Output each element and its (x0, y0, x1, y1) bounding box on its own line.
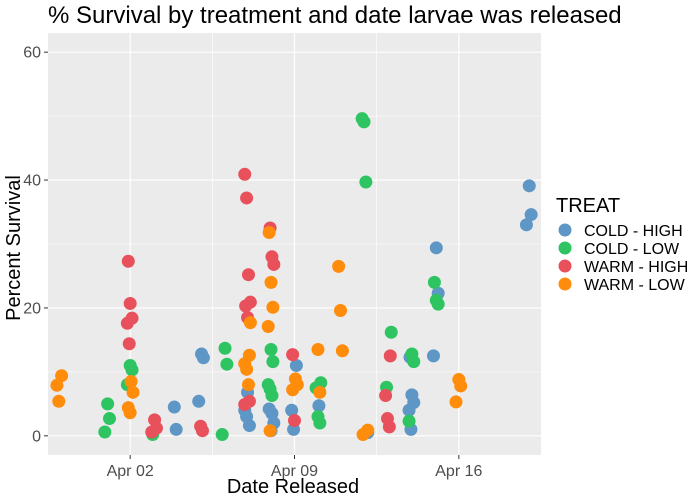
x-axis-ticks: Apr 02 Apr 09 Apr 16 (107, 455, 483, 480)
data-point (288, 413, 301, 427)
data-point (196, 351, 210, 365)
data-point (286, 383, 300, 397)
data-point (262, 402, 276, 416)
data-point (125, 363, 139, 377)
data-point (449, 395, 463, 409)
data-point (55, 369, 69, 383)
data-point (335, 344, 349, 358)
data-point (240, 410, 254, 424)
data-point (261, 319, 275, 333)
data-point (195, 424, 209, 438)
data-point (285, 403, 299, 417)
data-point (220, 357, 234, 371)
legend-key (558, 223, 572, 237)
legend-key (558, 241, 572, 255)
x-tick-label: Apr 16 (435, 463, 482, 480)
data-point (239, 299, 253, 313)
data-point (103, 412, 117, 426)
y-tick-label: 0 (32, 428, 41, 445)
data-point (241, 378, 255, 392)
data-point (120, 316, 134, 330)
legend-title: TREAT (556, 195, 620, 217)
data-point (313, 385, 327, 399)
data-point (238, 167, 252, 181)
data-point (264, 343, 278, 356)
legend-label: COLD - LOW (584, 241, 680, 258)
data-point (124, 374, 138, 388)
y-tick-label: 60 (23, 45, 41, 62)
data-point (407, 355, 421, 369)
data-point (286, 348, 300, 362)
y-axis-title: Percent Survival (3, 175, 25, 321)
data-points (50, 112, 538, 442)
data-point (332, 259, 346, 273)
data-point (192, 394, 206, 408)
data-point (402, 403, 416, 417)
data-point (98, 425, 112, 439)
data-point (123, 406, 137, 420)
data-point (215, 428, 229, 442)
data-point (357, 115, 371, 129)
data-point (431, 297, 445, 311)
data-point (101, 397, 115, 411)
data-point (121, 254, 135, 268)
data-point (266, 300, 280, 314)
data-point (267, 257, 281, 271)
data-point (383, 349, 397, 363)
data-point (264, 275, 278, 289)
data-point (169, 422, 183, 436)
data-point (382, 420, 396, 434)
data-point (218, 341, 232, 355)
data-point (262, 225, 276, 239)
x-tick-label: Apr 09 (271, 463, 318, 480)
data-point (454, 379, 468, 393)
data-point (384, 325, 398, 339)
legend-label: WARM - HIGH (584, 259, 688, 276)
data-point (313, 416, 327, 430)
y-tick-label: 20 (23, 300, 41, 317)
data-point (427, 275, 441, 289)
data-point (524, 208, 538, 222)
data-point (289, 358, 303, 372)
data-point (238, 397, 252, 411)
chart-title: % Survival by treatment and date larvae … (48, 2, 622, 29)
y-axis-ticks: 0 20 40 60 (23, 45, 48, 445)
data-point (240, 191, 254, 205)
legend-label: COLD - HIGH (584, 223, 683, 240)
data-point (522, 179, 536, 193)
data-point (519, 218, 533, 232)
data-point (243, 316, 257, 330)
data-point (356, 428, 370, 442)
legend-key (558, 277, 572, 291)
data-point (52, 394, 66, 408)
data-point (429, 241, 443, 255)
data-point (240, 362, 254, 376)
x-axis-title: Date Released (227, 476, 359, 498)
data-point (123, 296, 137, 310)
data-point (241, 268, 255, 282)
data-point (50, 378, 64, 392)
data-point (311, 343, 325, 356)
data-point (359, 175, 373, 189)
data-point (312, 399, 326, 413)
y-tick-label: 40 (23, 173, 41, 190)
data-point (126, 385, 140, 399)
data-point (167, 400, 181, 414)
data-point (145, 425, 159, 439)
data-point (122, 337, 136, 351)
x-tick-label: Apr 02 (107, 463, 154, 480)
data-point (379, 389, 393, 403)
data-point (263, 424, 277, 438)
data-point (266, 355, 280, 369)
data-point (265, 389, 279, 403)
data-point (426, 349, 440, 363)
data-point (334, 303, 348, 317)
data-point (402, 414, 416, 428)
legend-label: WARM - LOW (584, 277, 686, 294)
legend-key (558, 259, 572, 273)
